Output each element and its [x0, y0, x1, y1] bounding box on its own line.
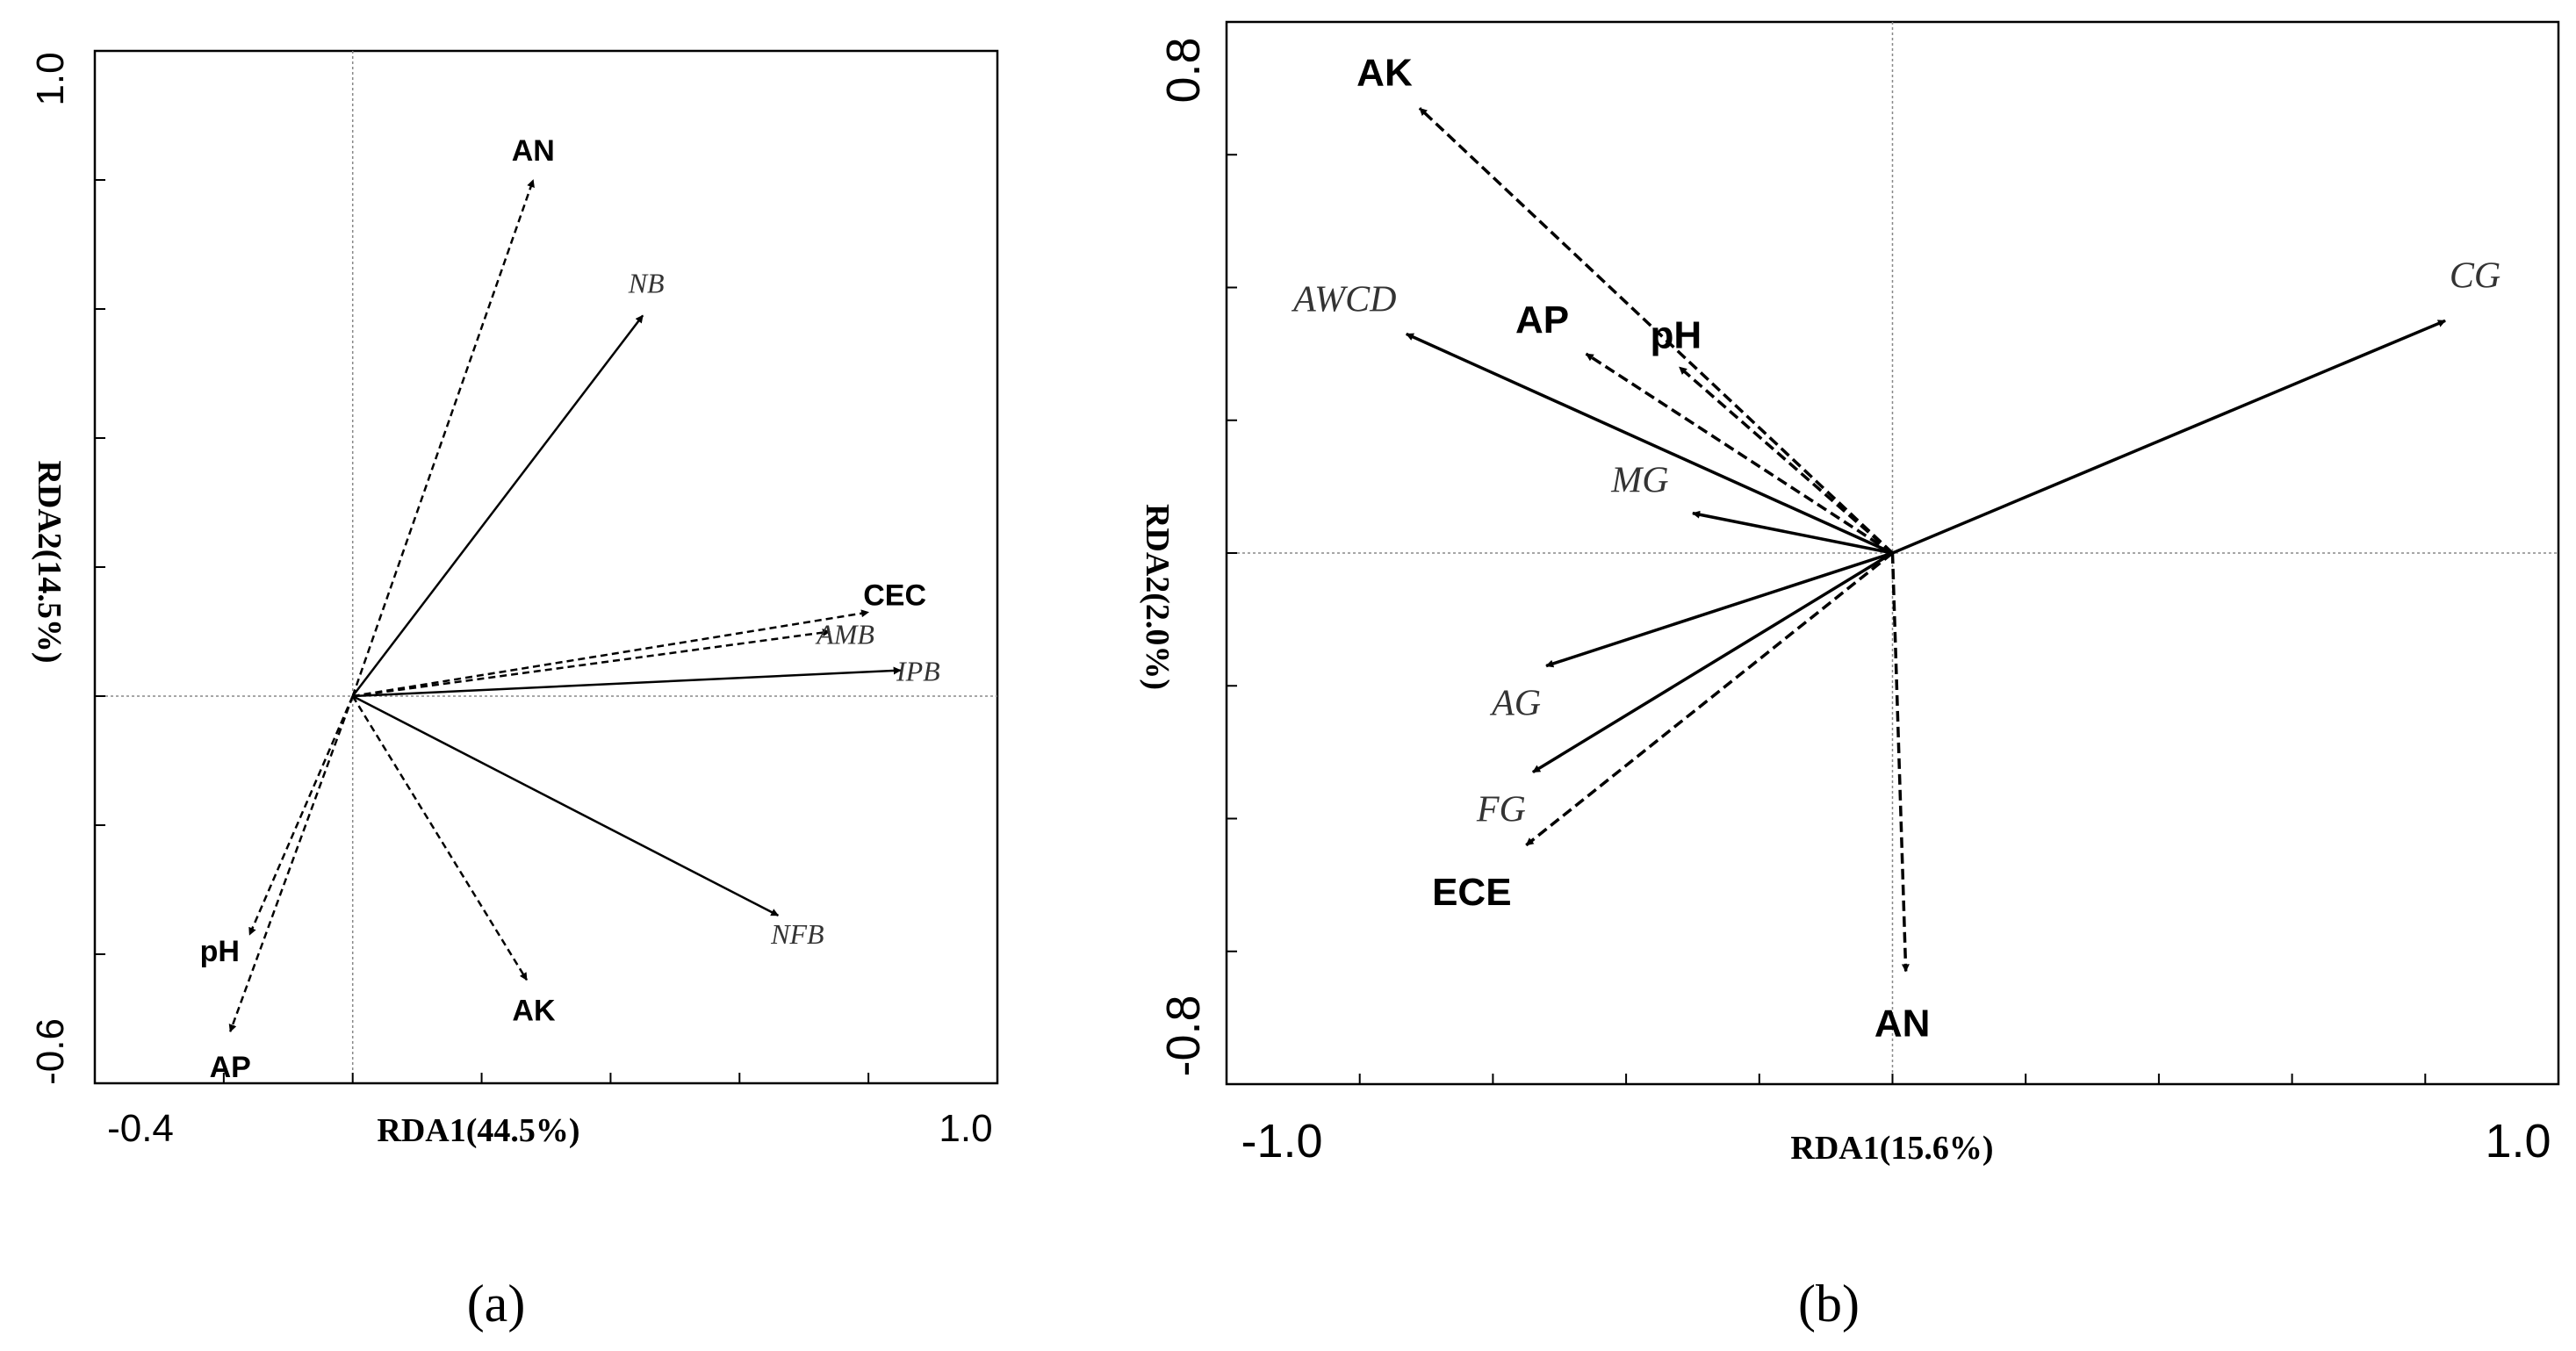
- panel-b-arrows: [1405, 107, 2446, 973]
- panel-a-arrow-amb: [352, 629, 831, 698]
- panel-b-arrow-label-ph: pH: [1650, 313, 1702, 356]
- panel-b-arrow-label-ece: ECE: [1432, 871, 1511, 914]
- panel-a-arrow-label-ipb: IPB: [896, 656, 940, 687]
- panel-a-arrow-label-ak: AK: [512, 994, 556, 1027]
- panel-a-y-tick-min: -0.6: [29, 1018, 72, 1085]
- panel-b-x-tick-max: 1.0: [2485, 1115, 2551, 1168]
- panel-b-arrow-ph: [1678, 365, 1894, 555]
- panel-a-x-tick-max: 1.0: [939, 1107, 992, 1150]
- panel-a-arrow-ap: [228, 695, 354, 1033]
- panel-b-arrow-label-awcd: AWCD: [1291, 279, 1396, 320]
- panel-a-arrow-ph: [248, 695, 354, 936]
- panel-a-biplot: AN NB CEC AMB IPB NFB AK pH AP -0.4 1.0 1.0 -0.6…: [29, 49, 999, 1333]
- panel-b-arrow-labels: AK AWCD AP pH MG CG AG FG ECE AN: [1291, 51, 2500, 1045]
- panel-a-x-tick-min: -0.4: [107, 1107, 174, 1150]
- panel-b-ticks: [1227, 154, 2427, 1084]
- panel-a-plot-frame: [93, 49, 999, 1085]
- panel-b-arrow-label-ap: AP: [1515, 298, 1569, 341]
- panel-b-arrow-an: [1890, 552, 1910, 973]
- panel-b-arrow-ak: [1418, 107, 1894, 555]
- panel-a-arrow-label-amb: AMB: [815, 619, 874, 650]
- panel-a-y-tick-max: 1.0: [29, 52, 72, 105]
- panel-a-y-axis-label: RDA2(14.5%): [31, 460, 68, 663]
- panel-b-arrow-ap: [1585, 352, 1894, 555]
- panel-b-arrow-mg: [1692, 510, 1893, 555]
- panel-a-arrow-label-ph: pH: [200, 935, 240, 968]
- panel-a-ticks: [95, 179, 870, 1083]
- panel-b-arrow-label-cg: CG: [2450, 255, 2500, 296]
- panel-a-arrow-label-nb: NB: [628, 267, 665, 298]
- panel-a-reference-lines: [95, 51, 997, 1083]
- panel-b-arrow-ag: [1545, 551, 1894, 668]
- panel-a-arrow-nb: [351, 314, 644, 697]
- panel-b-x-tick-min: -1.0: [1241, 1115, 1322, 1168]
- panel-a-arrow-cec: [352, 609, 870, 698]
- panel-a-arrow-labels: AN NB CEC AMB IPB NFB AK pH AP: [200, 134, 940, 1084]
- panel-b-arrow-label-ag: AG: [1489, 684, 1541, 724]
- panel-a-arrow-label-an: AN: [512, 134, 555, 168]
- panel-b-arrow-label-ak: AK: [1356, 51, 1413, 94]
- panel-b-arrow-fg: [1531, 551, 1894, 774]
- panel-b-arrow-label-fg: FG: [1476, 790, 1526, 830]
- panel-b-y-tick-min: -0.8: [1157, 995, 1210, 1076]
- panel-b-y-tick-max: 0.8: [1157, 37, 1210, 103]
- panel-a-arrow-label-nfb: NFB: [770, 918, 824, 950]
- panel-a-caption: (a): [467, 1275, 526, 1333]
- panel-a-arrows: [228, 179, 902, 1033]
- panel-a-arrow-an: [351, 179, 535, 697]
- panel-b-arrow-awcd: [1405, 332, 1894, 555]
- panel-b-biplot: AK AWCD AP pH MG CG AG FG ECE AN -1.0 1.0 0.8 -0.…: [1139, 20, 2560, 1333]
- panel-a-x-axis-label: RDA1(44.5%): [377, 1112, 579, 1149]
- panel-a-arrow-ak: [351, 695, 529, 981]
- panel-a-arrow-ipb: [352, 666, 902, 698]
- panel-a-arrow-label-cec: CEC: [863, 578, 926, 612]
- panel-b-arrow-label-mg: MG: [1610, 461, 1668, 501]
- panel-b-arrow-ece: [1525, 551, 1894, 847]
- panel-a-arrow-nfb: [352, 694, 780, 917]
- panel-b-x-axis-label: RDA1(15.6%): [1790, 1130, 1993, 1167]
- panel-b-arrow-cg: [1891, 319, 2446, 555]
- panel-b-y-axis-label: RDA2(2.0%): [1139, 504, 1176, 690]
- panel-b-arrow-label-an: AN: [1874, 1002, 1931, 1045]
- panel-a-arrow-label-ap: AP: [210, 1051, 251, 1084]
- panel-b-caption: (b): [1798, 1275, 1860, 1333]
